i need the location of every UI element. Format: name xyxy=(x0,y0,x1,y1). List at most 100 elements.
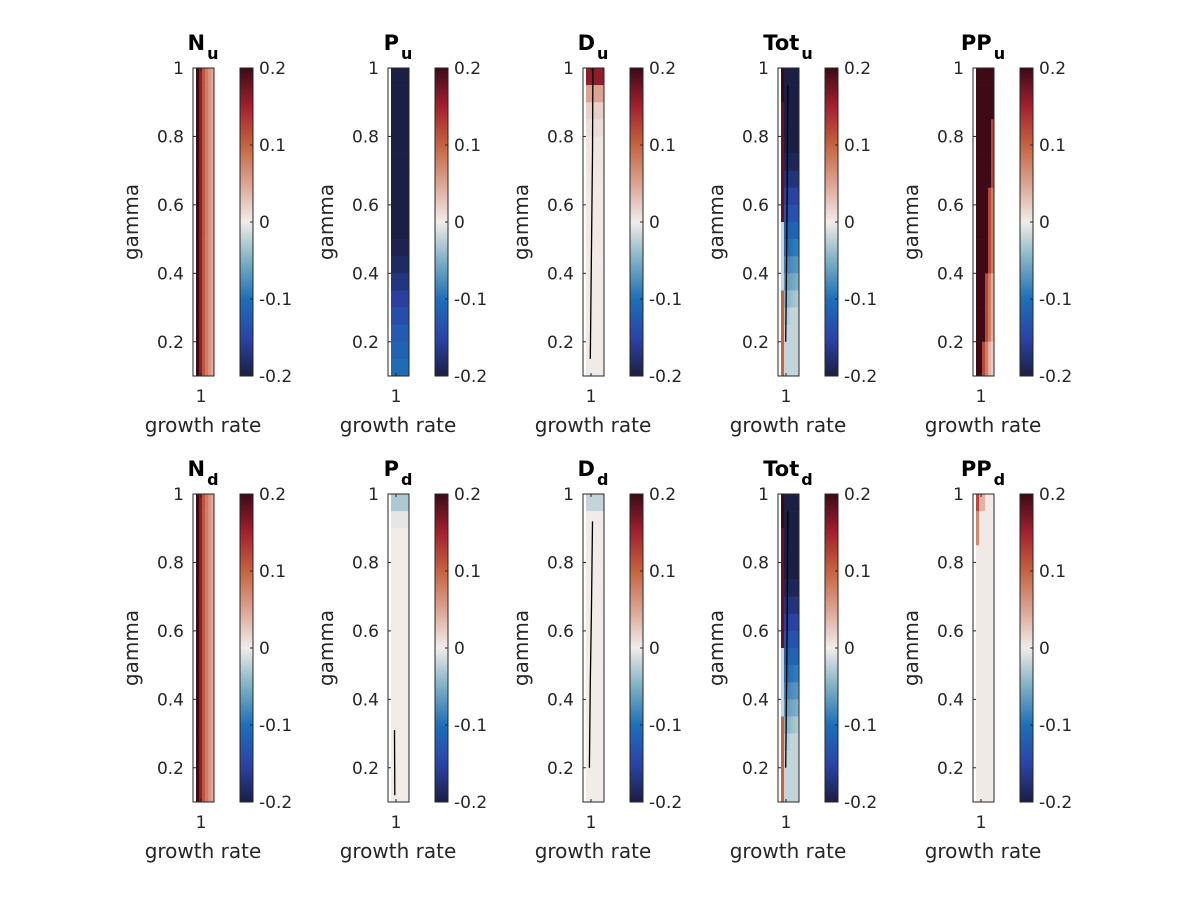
heatmap-cell xyxy=(592,579,596,597)
heatmap-cell xyxy=(586,494,590,512)
heatmap-cell xyxy=(979,613,983,632)
heatmap-cell xyxy=(976,750,980,769)
heatmap-cell xyxy=(586,699,590,717)
heatmap-cell xyxy=(595,119,599,137)
heatmap-cell xyxy=(397,187,401,206)
heatmap-cell xyxy=(982,187,986,206)
heatmap-cell xyxy=(601,767,605,786)
y-tick-label: 0.8 xyxy=(352,127,379,147)
heatmap-cell xyxy=(991,494,995,512)
heatmap-cell xyxy=(400,528,404,546)
heatmap-cell xyxy=(199,204,203,223)
heatmap-cell xyxy=(781,511,785,529)
colorbar-tick-label: -0.2 xyxy=(454,367,487,387)
colorbar-tick-label: 0 xyxy=(844,213,855,233)
heatmap-cell xyxy=(982,494,986,512)
heatmap-cell xyxy=(592,358,596,377)
heatmap-cell xyxy=(205,750,209,769)
heatmap-cell xyxy=(985,358,989,377)
heatmap-cell xyxy=(205,528,209,546)
heatmap-cell xyxy=(394,630,398,649)
heatmap-cell xyxy=(976,170,980,189)
heatmap-cell xyxy=(589,511,593,529)
heatmap-cell xyxy=(391,733,395,751)
heatmap-cell xyxy=(595,187,599,206)
heatmap-cell xyxy=(784,85,788,103)
heatmap-cell xyxy=(784,784,788,803)
heatmap-cell xyxy=(397,579,401,597)
heatmap-cell xyxy=(790,750,794,769)
heatmap-cell xyxy=(199,562,203,580)
heatmap-cell xyxy=(598,767,602,786)
heatmap xyxy=(196,494,215,803)
heatmap-cell xyxy=(403,699,407,717)
heatmap-cell xyxy=(595,630,599,649)
heatmap-cell xyxy=(796,307,800,325)
heatmap-cell xyxy=(988,699,992,717)
heatmap-cell xyxy=(403,665,407,683)
heatmap-cell xyxy=(211,153,215,171)
heatmap-cell xyxy=(787,699,791,717)
heatmap-cell xyxy=(979,204,983,223)
heatmap-cell xyxy=(205,358,209,377)
heatmap-cell xyxy=(796,596,800,615)
heatmap-cell xyxy=(400,119,404,137)
heatmap-cell xyxy=(988,256,992,274)
heatmap-cell xyxy=(781,239,785,257)
y-tick-label: 1 xyxy=(953,485,964,505)
heatmap-cell xyxy=(208,733,212,751)
heatmap-cell xyxy=(991,85,995,103)
x-tick-label: 1 xyxy=(586,387,597,407)
heatmap-cell xyxy=(394,341,398,360)
heatmap-cell xyxy=(406,784,410,803)
heatmap-cell xyxy=(598,358,602,377)
heatmap-cell xyxy=(601,630,605,649)
heatmap-cell xyxy=(988,290,992,308)
heatmap-cell xyxy=(406,750,410,769)
heatmap-cell xyxy=(598,784,602,803)
heatmap-cell xyxy=(781,648,785,666)
heatmap-cell xyxy=(982,665,986,683)
heatmap-cell xyxy=(208,750,212,769)
heatmap-cell xyxy=(400,170,404,189)
heatmap-cell xyxy=(208,545,212,563)
heatmap-cell xyxy=(781,784,785,803)
x-axis-label: growth rate xyxy=(925,839,1042,863)
heatmap-cell xyxy=(598,68,602,86)
title-main: D xyxy=(578,31,595,55)
heatmap-cell xyxy=(787,528,791,546)
y-tick-label: 0.4 xyxy=(937,690,964,710)
heatmap-cell xyxy=(208,239,212,257)
heatmap-cell xyxy=(991,222,995,240)
heatmap-cell xyxy=(406,204,410,223)
heatmap-cell xyxy=(979,699,983,717)
heatmap-cell xyxy=(196,170,200,189)
heatmap-cell xyxy=(982,596,986,615)
heatmap-cell xyxy=(784,222,788,240)
heatmap-cell xyxy=(976,307,980,325)
heatmap-cell xyxy=(982,767,986,786)
colorbar-tick-label: 0 xyxy=(259,639,270,659)
heatmap-cell xyxy=(793,204,797,223)
colorbar-tick-label: -0.2 xyxy=(844,367,877,387)
heatmap-cell xyxy=(592,256,596,274)
heatmap-cell xyxy=(586,307,590,325)
heatmap-cell xyxy=(199,630,203,649)
heatmap-cell xyxy=(406,239,410,257)
heatmap-cell xyxy=(394,256,398,274)
heatmap-cell xyxy=(781,665,785,683)
heatmap-cell xyxy=(394,767,398,786)
heatmap-cell xyxy=(589,750,593,769)
contour-line xyxy=(785,511,789,768)
heatmap-cell xyxy=(208,273,212,291)
heatmap-cell xyxy=(784,613,788,632)
heatmap-cell xyxy=(793,307,797,325)
heatmap-cell xyxy=(208,613,212,632)
heatmap-cell xyxy=(982,273,986,291)
x-tick-label: 1 xyxy=(196,813,207,833)
title-main: P xyxy=(384,457,399,481)
y-tick-label: 0.8 xyxy=(157,553,184,573)
heatmap-cell xyxy=(403,239,407,257)
colorbar-tick-label: 0 xyxy=(454,639,465,659)
heatmap-cell xyxy=(199,596,203,615)
